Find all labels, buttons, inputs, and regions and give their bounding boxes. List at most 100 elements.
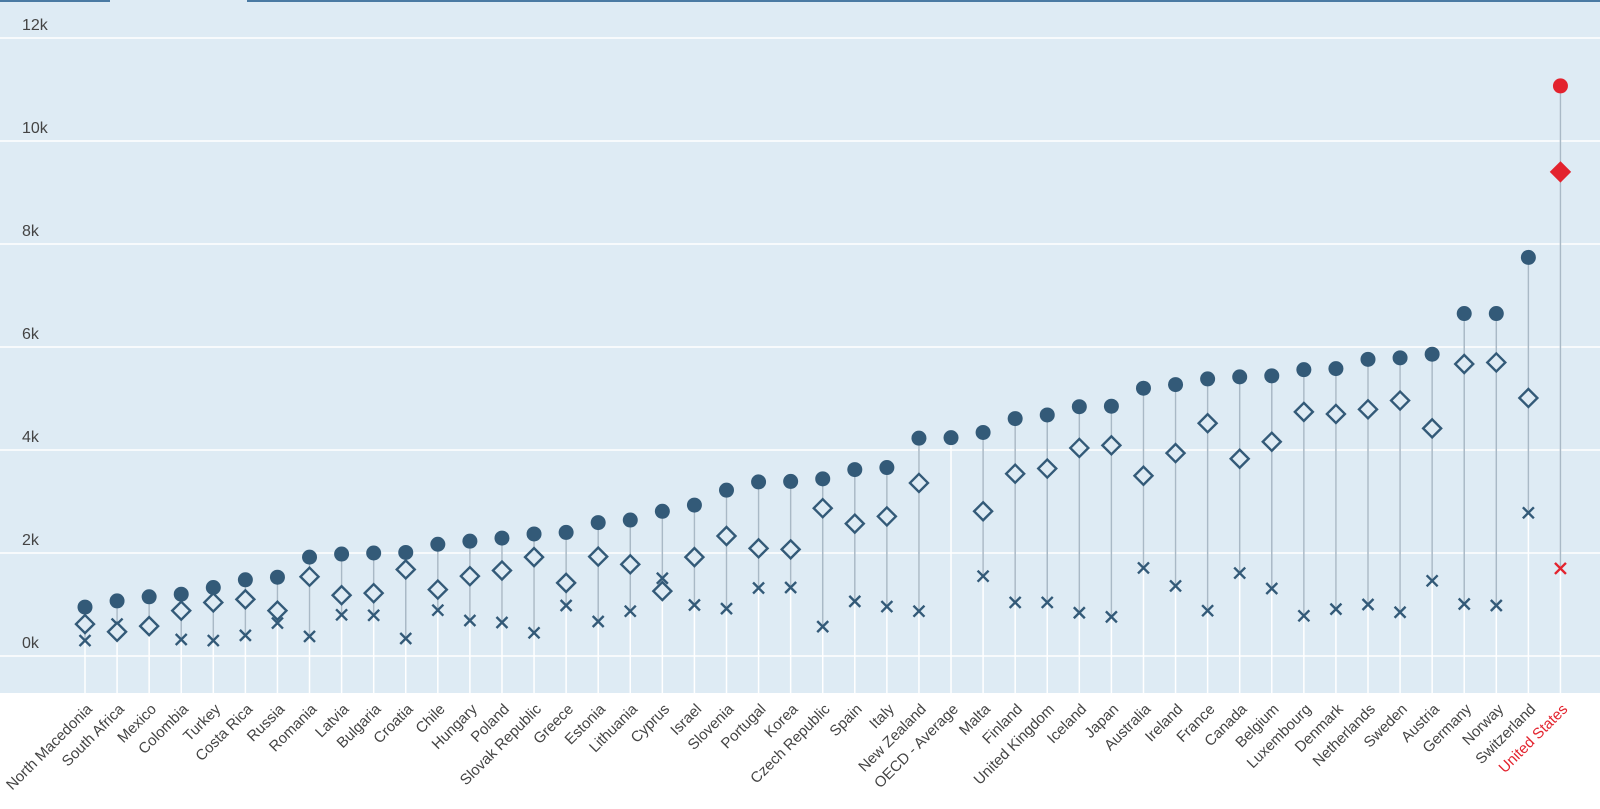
cross-point-united-kingdom[interactable] <box>1040 596 1054 609</box>
cross-point-belgium[interactable] <box>1265 582 1279 595</box>
diamond-point-belgium[interactable] <box>1261 431 1283 453</box>
circle-point-slovenia[interactable] <box>719 482 734 498</box>
cross-point-chile[interactable] <box>431 603 445 617</box>
circle-point-bulgaria[interactable] <box>366 545 382 561</box>
diamond-point-turkey[interactable] <box>202 591 224 614</box>
cross-point-france[interactable] <box>1201 604 1214 618</box>
cross-point-germany[interactable] <box>1457 597 1471 611</box>
circle-point-denmark[interactable] <box>1328 361 1344 377</box>
diamond-point-canada[interactable] <box>1229 448 1251 470</box>
circle-point-iceland[interactable] <box>1071 399 1087 415</box>
circle-point-germany[interactable] <box>1456 306 1472 322</box>
diamond-point-finland[interactable] <box>1004 462 1026 485</box>
cross-point-poland[interactable] <box>495 616 509 629</box>
circle-point-czech-republic[interactable] <box>815 471 831 487</box>
diamond-point-israel[interactable] <box>683 546 706 568</box>
diamond-point-denmark[interactable] <box>1325 403 1347 425</box>
circle-point-australia[interactable] <box>1135 380 1151 396</box>
diamond-point-costa-rica[interactable] <box>234 588 257 611</box>
diamond-point-north-macedonia[interactable] <box>74 613 96 635</box>
circle-point-luxembourg[interactable] <box>1296 362 1312 378</box>
circle-point-south-africa[interactable] <box>109 593 125 609</box>
circle-point-japan[interactable] <box>1103 398 1119 414</box>
cross-point-korea[interactable] <box>784 581 797 594</box>
diamond-point-italy[interactable] <box>876 505 898 528</box>
diamond-point-new-zealand[interactable] <box>908 472 930 494</box>
circle-point-finland[interactable] <box>1007 411 1023 427</box>
cross-point-estonia[interactable] <box>591 615 605 628</box>
circle-point-costa-rica[interactable] <box>237 572 253 588</box>
circle-point-greece[interactable] <box>558 524 574 540</box>
circle-point-chile[interactable] <box>430 536 446 552</box>
cross-point-lithuania[interactable] <box>623 604 637 618</box>
diamond-point-portugal[interactable] <box>747 537 770 560</box>
cross-point-bulgaria[interactable] <box>367 608 381 622</box>
circle-point-canada[interactable] <box>1232 369 1248 385</box>
diamond-point-germany[interactable] <box>1453 353 1475 375</box>
circle-point-belgium[interactable] <box>1264 368 1280 384</box>
diamond-point-luxembourg[interactable] <box>1293 401 1315 423</box>
cross-point-spain[interactable] <box>848 595 862 608</box>
diamond-point-slovenia[interactable] <box>715 525 738 547</box>
circle-point-croatia[interactable] <box>398 544 414 560</box>
circle-point-russia[interactable] <box>269 569 285 585</box>
cross-point-israel[interactable] <box>688 598 701 612</box>
diamond-point-croatia[interactable] <box>395 558 417 581</box>
circle-point-romania[interactable] <box>302 549 318 565</box>
cross-point-russia[interactable] <box>271 616 284 630</box>
cross-point-canada[interactable] <box>1233 566 1247 580</box>
diamond-point-australia[interactable] <box>1132 465 1155 487</box>
circle-point-ireland[interactable] <box>1168 377 1184 393</box>
diamond-point-hungary[interactable] <box>459 565 481 587</box>
circle-point-latvia[interactable] <box>334 546 350 562</box>
cross-point-north-macedonia[interactable] <box>78 634 92 647</box>
circle-point-sweden[interactable] <box>1392 350 1408 366</box>
circle-point-hungary[interactable] <box>462 533 478 549</box>
diamond-point-united-kingdom[interactable] <box>1036 457 1058 480</box>
diamond-point-austria[interactable] <box>1421 417 1443 440</box>
circle-point-new-zealand[interactable] <box>911 430 927 446</box>
diamond-point-switzerland[interactable] <box>1517 387 1540 409</box>
diamond-point-united-states[interactable] <box>1549 161 1572 183</box>
cross-point-greece[interactable] <box>559 599 573 612</box>
circle-point-netherlands[interactable] <box>1360 351 1376 367</box>
circle-point-turkey[interactable] <box>205 580 221 596</box>
diamond-point-cyprus[interactable] <box>651 580 674 602</box>
circle-point-poland[interactable] <box>494 530 510 546</box>
cross-point-latvia[interactable] <box>335 608 348 622</box>
diamond-point-netherlands[interactable] <box>1357 398 1379 421</box>
diamond-point-slovak-republic[interactable] <box>523 546 545 568</box>
circle-point-north-macedonia[interactable] <box>77 599 93 615</box>
cross-point-colombia[interactable] <box>174 633 188 646</box>
diamond-point-norway[interactable] <box>1485 351 1507 374</box>
cross-point-denmark[interactable] <box>1329 602 1343 616</box>
diamond-point-latvia[interactable] <box>330 584 353 606</box>
diamond-point-lithuania[interactable] <box>619 553 641 576</box>
cross-point-portugal[interactable] <box>752 581 765 595</box>
cross-point-italy[interactable] <box>880 600 894 613</box>
diamond-point-spain[interactable] <box>844 512 866 535</box>
cross-point-sweden[interactable] <box>1393 605 1407 619</box>
diamond-point-romania[interactable] <box>298 565 321 588</box>
circle-point-korea[interactable] <box>783 473 799 489</box>
cross-point-cyprus[interactable] <box>656 571 669 585</box>
circle-point-italy[interactable] <box>879 460 895 476</box>
circle-point-colombia[interactable] <box>173 586 189 602</box>
diamond-point-iceland[interactable] <box>1068 437 1091 459</box>
cross-point-united-states[interactable] <box>1554 562 1567 575</box>
circle-point-cyprus[interactable] <box>654 503 670 519</box>
cross-point-ireland[interactable] <box>1169 579 1182 593</box>
circle-point-israel[interactable] <box>686 497 702 513</box>
circle-point-united-states[interactable] <box>1552 78 1568 94</box>
diamond-point-mexico[interactable] <box>138 615 160 637</box>
cross-point-croatia[interactable] <box>399 632 413 645</box>
diamond-point-bulgaria[interactable] <box>362 582 385 604</box>
diamond-point-ireland[interactable] <box>1164 442 1187 464</box>
diamond-point-estonia[interactable] <box>587 545 609 568</box>
diamond-point-greece[interactable] <box>555 572 577 594</box>
circle-point-united-kingdom[interactable] <box>1039 407 1055 423</box>
cross-point-netherlands[interactable] <box>1361 598 1375 611</box>
cross-point-luxembourg[interactable] <box>1297 609 1311 623</box>
circle-point-spain[interactable] <box>847 462 863 478</box>
circle-point-portugal[interactable] <box>751 474 767 490</box>
